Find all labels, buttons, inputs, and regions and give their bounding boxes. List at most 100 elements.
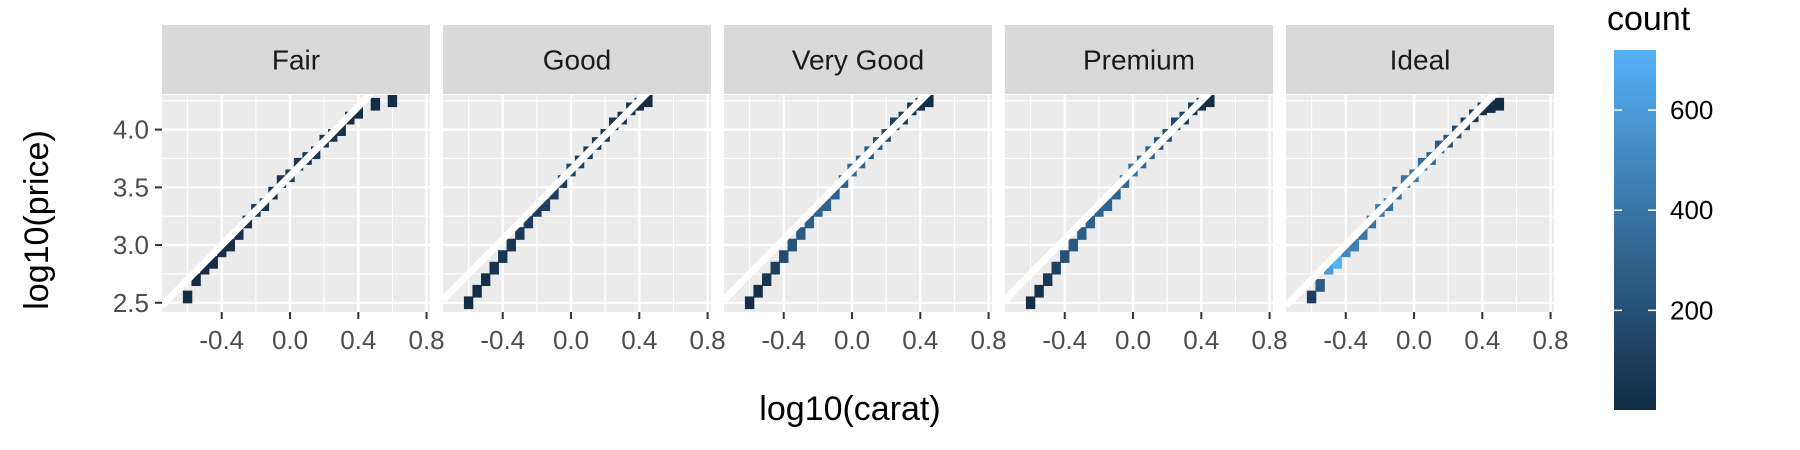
bin-cell bbox=[1025, 296, 1036, 310]
bin-cell bbox=[1332, 256, 1342, 269]
y-tick-label: 3.5 bbox=[113, 172, 149, 202]
bin-cell bbox=[1358, 227, 1368, 240]
bin-cell bbox=[532, 204, 542, 217]
x-tick-label: 0.0 bbox=[834, 325, 870, 355]
bin-cell bbox=[1051, 261, 1061, 275]
bin-cell bbox=[1102, 198, 1113, 212]
y-tick-label: 4.0 bbox=[113, 115, 149, 145]
legend-tick-label: 600 bbox=[1670, 95, 1713, 125]
bin-cell bbox=[336, 123, 346, 136]
bin-cell bbox=[770, 261, 780, 275]
gridlines bbox=[724, 95, 992, 312]
bin-cell bbox=[463, 296, 474, 310]
x-tick-label: 0.8 bbox=[1533, 325, 1569, 355]
bin-cell bbox=[796, 227, 806, 240]
facet-label: Premium bbox=[1083, 45, 1195, 76]
facet-label: Ideal bbox=[1390, 45, 1451, 76]
bin-cell bbox=[549, 186, 559, 200]
x-tick-label: -0.4 bbox=[761, 325, 806, 355]
x-tick-label: -0.4 bbox=[199, 325, 244, 355]
reference-line bbox=[443, 95, 650, 303]
bin-cell bbox=[1205, 95, 1215, 108]
x-tick-label: 0.4 bbox=[340, 325, 376, 355]
bin-cell bbox=[830, 186, 840, 200]
x-tick-label: 0.4 bbox=[1464, 325, 1500, 355]
facet-strip bbox=[1005, 25, 1273, 94]
facet-strip bbox=[443, 25, 711, 94]
bin-cell bbox=[1111, 186, 1121, 200]
bin-cell bbox=[1494, 97, 1505, 111]
gridlines bbox=[162, 95, 430, 312]
bin-cell bbox=[1323, 261, 1334, 275]
bin-cell bbox=[387, 95, 398, 108]
gridlines bbox=[443, 95, 711, 312]
bin-cell bbox=[515, 227, 525, 240]
bin-cell bbox=[804, 215, 815, 229]
x-tick-label: 0.0 bbox=[272, 325, 308, 355]
color-legend: count 200 400 600 bbox=[1607, 0, 1713, 410]
panel-background bbox=[1286, 95, 1554, 312]
bin-cell bbox=[1315, 279, 1325, 292]
bin-cell bbox=[498, 250, 508, 263]
bin-cell bbox=[480, 273, 491, 287]
bin-cell bbox=[1349, 238, 1359, 252]
bin-cell bbox=[643, 95, 653, 108]
x-tick-label: 0.4 bbox=[1183, 325, 1219, 355]
y-axis-title: log10(price) bbox=[18, 130, 56, 310]
y-tick-label: 2.5 bbox=[113, 288, 149, 318]
legend-title: count bbox=[1607, 0, 1691, 38]
x-tick-label: 0.8 bbox=[409, 325, 445, 355]
reference-line bbox=[1005, 95, 1212, 303]
bin-cell bbox=[1034, 284, 1044, 298]
bin-cell bbox=[523, 215, 534, 229]
bin-cell bbox=[1085, 215, 1096, 229]
legend-colorbar bbox=[1614, 50, 1656, 410]
legend-tick-label: 200 bbox=[1670, 295, 1713, 325]
x-tick-label: -0.4 bbox=[1042, 325, 1087, 355]
bin-cell bbox=[208, 256, 218, 269]
facet-panel: Ideal -0.4 0.0 0.4 0.8 bbox=[1286, 25, 1569, 355]
bin-cell bbox=[787, 238, 797, 252]
x-tick-label: 0.0 bbox=[1396, 325, 1432, 355]
facet-strip bbox=[724, 25, 992, 94]
facet-panel: Very Good -0.4 0.0 0.4 0.8 bbox=[724, 25, 1007, 355]
x-tick-label: 0.4 bbox=[902, 325, 938, 355]
x-tick-label: 0.4 bbox=[621, 325, 657, 355]
bin-cell bbox=[1060, 250, 1070, 263]
bin-cell bbox=[1486, 100, 1496, 113]
x-tick-label: 0.8 bbox=[1252, 325, 1288, 355]
bin-cell bbox=[191, 273, 201, 287]
bin-cell bbox=[472, 284, 482, 298]
gridlines bbox=[1286, 95, 1554, 312]
bin-cell bbox=[506, 238, 516, 252]
reference-line bbox=[724, 95, 931, 303]
x-tick-label: -0.4 bbox=[1323, 325, 1368, 355]
bin-cell bbox=[924, 95, 934, 108]
bin-cell bbox=[821, 198, 832, 212]
panel-background bbox=[162, 95, 430, 312]
bin-cell bbox=[370, 97, 381, 111]
x-tick-label: 0.0 bbox=[1115, 325, 1151, 355]
bin-cell bbox=[1306, 290, 1317, 304]
facet-label: Very Good bbox=[792, 45, 924, 76]
facet-panel: Fair -0.4 0.0 0.4 0.8 bbox=[162, 25, 445, 355]
facet-panel: Good -0.4 0.0 0.4 0.8 bbox=[443, 25, 726, 355]
legend-tick-label: 400 bbox=[1670, 195, 1713, 225]
reference-line bbox=[162, 95, 375, 309]
bin-cell bbox=[761, 273, 772, 287]
bin-cell bbox=[199, 261, 210, 275]
reference-line bbox=[1286, 95, 1499, 309]
facet-panel: Premium -0.4 0.0 0.4 0.8 bbox=[1005, 25, 1288, 355]
x-axis-title: log10(carat) bbox=[759, 390, 940, 428]
bin-cell bbox=[225, 238, 235, 252]
bin-cell bbox=[1341, 244, 1351, 258]
y-axis: 2.5 3.0 3.5 4.0 bbox=[113, 115, 162, 318]
x-tick-label: 0.8 bbox=[690, 325, 726, 355]
bin-cell bbox=[1042, 273, 1053, 287]
facet-strip bbox=[162, 25, 430, 94]
y-tick-label: 3.0 bbox=[113, 230, 149, 260]
bin-cell bbox=[489, 261, 499, 275]
bin-cell bbox=[234, 227, 244, 240]
